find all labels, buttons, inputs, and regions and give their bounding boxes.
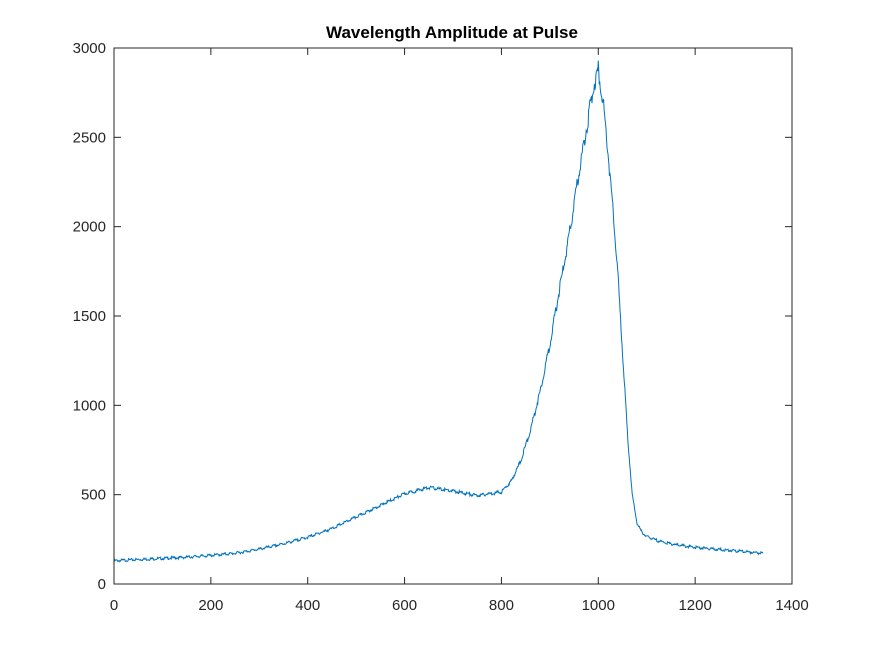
axes-box xyxy=(113,47,793,585)
x-tick-label: 1200 xyxy=(678,597,711,614)
x-tick-label: 1400 xyxy=(775,597,808,614)
y-tick-label: 2000 xyxy=(73,219,106,236)
y-tick-label: 500 xyxy=(81,487,106,504)
x-tick-label: 200 xyxy=(198,597,223,614)
y-tick-label: 1000 xyxy=(73,397,106,414)
series-line-0 xyxy=(113,60,764,563)
y-tick-label: 0 xyxy=(98,576,106,593)
x-tick-label: 1000 xyxy=(582,597,615,614)
y-tick-label: 2500 xyxy=(73,129,106,146)
plot-area: 0 200 400 600 800 1000 1200 1400 0 500 1000 1500 200… xyxy=(73,40,809,614)
x-tick-label: 600 xyxy=(392,597,417,614)
x-tick-label: 800 xyxy=(489,597,514,614)
x-tick-label: 400 xyxy=(295,597,320,614)
x-tick-label: 0 xyxy=(110,597,118,614)
chart-title: Wavelength Amplitude at Pulse xyxy=(326,23,578,42)
y-tick-label: 1500 xyxy=(73,308,106,325)
y-tick-label: 3000 xyxy=(73,40,106,57)
